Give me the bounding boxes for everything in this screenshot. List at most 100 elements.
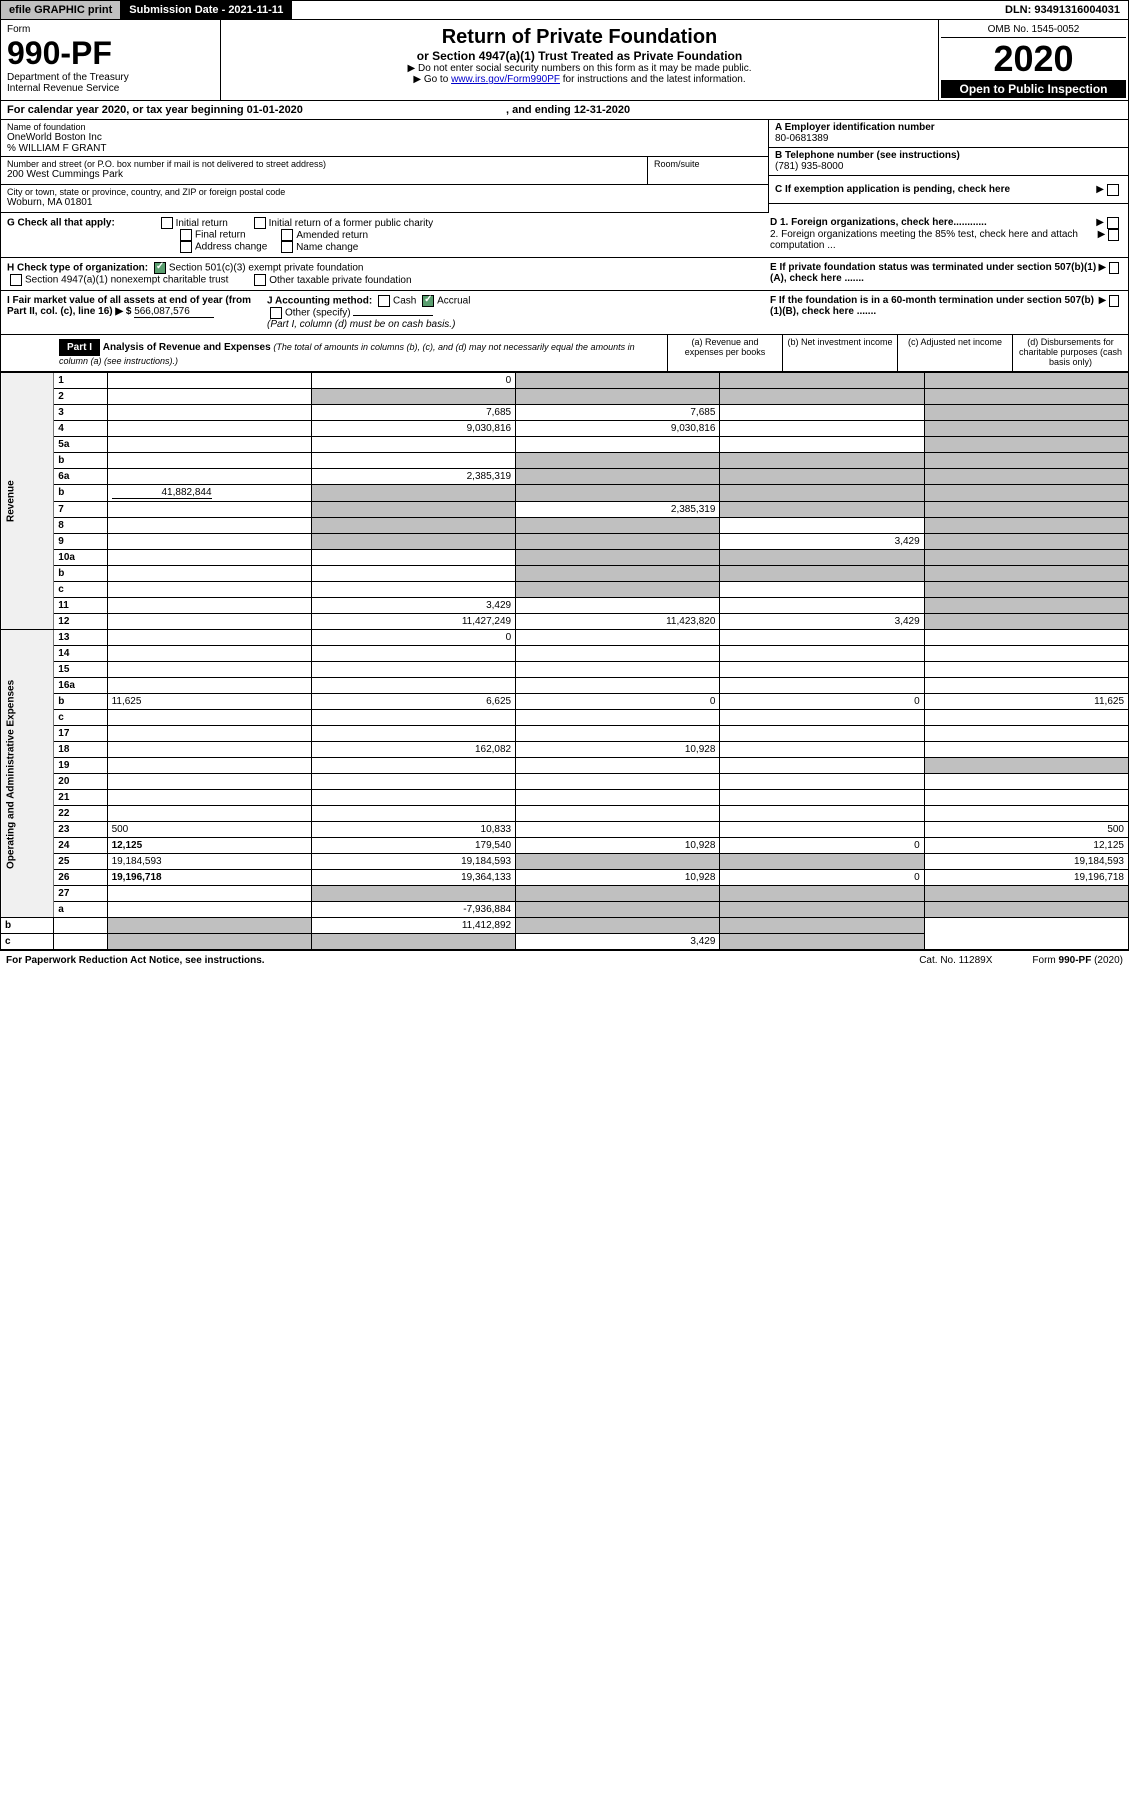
cb-other-tax[interactable] [254, 274, 266, 286]
amount-cell [516, 646, 720, 662]
line-desc [107, 566, 311, 582]
amount-cell: 19,184,593 [924, 854, 1128, 870]
amount-cell [720, 550, 924, 566]
opt-other-tax: Other taxable private foundation [269, 275, 411, 286]
line-number: 11 [54, 598, 107, 614]
amount-cell [720, 389, 924, 405]
amount-cell [311, 389, 515, 405]
pra-notice: For Paperwork Reduction Act Notice, see … [6, 955, 919, 966]
cb-cash[interactable] [378, 295, 390, 307]
line-number: 19 [54, 758, 107, 774]
line-desc [107, 598, 311, 614]
street-address: 200 West Cummings Park [7, 169, 641, 180]
line-desc [54, 934, 107, 950]
amount-cell: 12,125 [924, 838, 1128, 854]
amount-cell [311, 710, 515, 726]
cb-name[interactable] [281, 241, 293, 253]
table-row: 6a2,385,319 [1, 469, 1129, 485]
amount-cell [516, 678, 720, 694]
amount-cell [924, 534, 1128, 550]
cb-f[interactable] [1109, 295, 1119, 307]
opt-501c3: Section 501(c)(3) exempt private foundat… [169, 263, 364, 274]
amount-cell [311, 886, 515, 902]
amount-cell [924, 373, 1128, 389]
amount-cell [720, 598, 924, 614]
line-number: 20 [54, 774, 107, 790]
line-number: 3 [54, 405, 107, 421]
amount-cell [720, 790, 924, 806]
c-checkbox[interactable] [1107, 184, 1119, 196]
table-row: 21 [1, 790, 1129, 806]
phone-label: B Telephone number (see instructions) [775, 150, 1122, 161]
dln: DLN: 93491316004031 [997, 1, 1128, 19]
form-ref: Form 990-PF (2020) [1032, 955, 1123, 966]
amount-cell: 0 [720, 870, 924, 886]
line-number: 6a [54, 469, 107, 485]
form990pf-link[interactable]: www.irs.gov/Form990PF [451, 74, 560, 85]
form-header: Form 990-PF Department of the Treasury I… [0, 20, 1129, 101]
amount-cell: 0 [516, 694, 720, 710]
amount-cell [720, 934, 924, 950]
table-row: 2350010,833500 [1, 822, 1129, 838]
amount-cell [720, 582, 924, 598]
amount-cell: 11,427,249 [311, 614, 515, 630]
amount-cell: 7,685 [311, 405, 515, 421]
amount-cell [924, 566, 1128, 582]
amount-cell: 2,385,319 [516, 502, 720, 518]
line-number: c [54, 710, 107, 726]
col-d-header: (d) Disbursements for charitable purpose… [1013, 335, 1128, 371]
efile-print-button[interactable]: efile GRAPHIC print [1, 1, 121, 19]
table-row: Revenue10 [1, 373, 1129, 389]
cb-final[interactable] [180, 229, 192, 241]
cb-4947[interactable] [10, 274, 22, 286]
line-desc: 19,196,718 [107, 870, 311, 886]
line-number: c [1, 934, 54, 950]
i-label: I Fair market value of all assets at end… [7, 295, 251, 317]
cb-e[interactable] [1109, 262, 1119, 274]
line-number: 18 [54, 742, 107, 758]
opt-other-method: Other (specify) [285, 308, 351, 319]
line-number: 9 [54, 534, 107, 550]
amount-cell [311, 934, 515, 950]
omb-number: OMB No. 1545-0052 [941, 22, 1126, 38]
cb-other-method[interactable] [270, 307, 282, 319]
instr-ssn: ▶ Do not enter social security numbers o… [227, 63, 932, 74]
cal-year-end: , and ending 12-31-2020 [506, 104, 630, 116]
amount-cell: 179,540 [311, 838, 515, 854]
amount-cell [516, 437, 720, 453]
amount-cell [311, 453, 515, 469]
amount-cell [720, 646, 924, 662]
dept-treasury: Department of the Treasury [7, 72, 214, 83]
foundation-name: OneWorld Boston Inc [7, 132, 762, 143]
line-number: 24 [54, 838, 107, 854]
cb-d1[interactable] [1107, 217, 1119, 229]
cb-amended[interactable] [281, 229, 293, 241]
cb-address[interactable] [180, 241, 192, 253]
line-desc: 11,625 [107, 694, 311, 710]
amount-cell [311, 582, 515, 598]
amount-cell [516, 582, 720, 598]
amount-cell [720, 421, 924, 437]
amount-cell [924, 678, 1128, 694]
line-desc [107, 742, 311, 758]
cb-d2[interactable] [1108, 229, 1119, 241]
line-desc: 41,882,844 [107, 485, 311, 502]
j-note: (Part I, column (d) must be on cash basi… [267, 319, 470, 330]
line-desc [107, 774, 311, 790]
amount-cell [924, 453, 1128, 469]
line-desc [107, 550, 311, 566]
amount-cell [516, 373, 720, 389]
room-label: Room/suite [654, 159, 762, 169]
line-number: 21 [54, 790, 107, 806]
cb-initial-former[interactable] [254, 217, 266, 229]
cb-accrual[interactable] [422, 295, 434, 307]
amount-cell [311, 790, 515, 806]
cb-501c3[interactable] [154, 262, 166, 274]
cb-initial[interactable] [161, 217, 173, 229]
opt-amended: Amended return [296, 230, 368, 241]
amount-cell [720, 758, 924, 774]
g-label: G Check all that apply: [7, 218, 115, 229]
entity-info: Name of foundation OneWorld Boston Inc %… [0, 120, 1129, 213]
amount-cell: 11,625 [924, 694, 1128, 710]
amount-cell [311, 774, 515, 790]
